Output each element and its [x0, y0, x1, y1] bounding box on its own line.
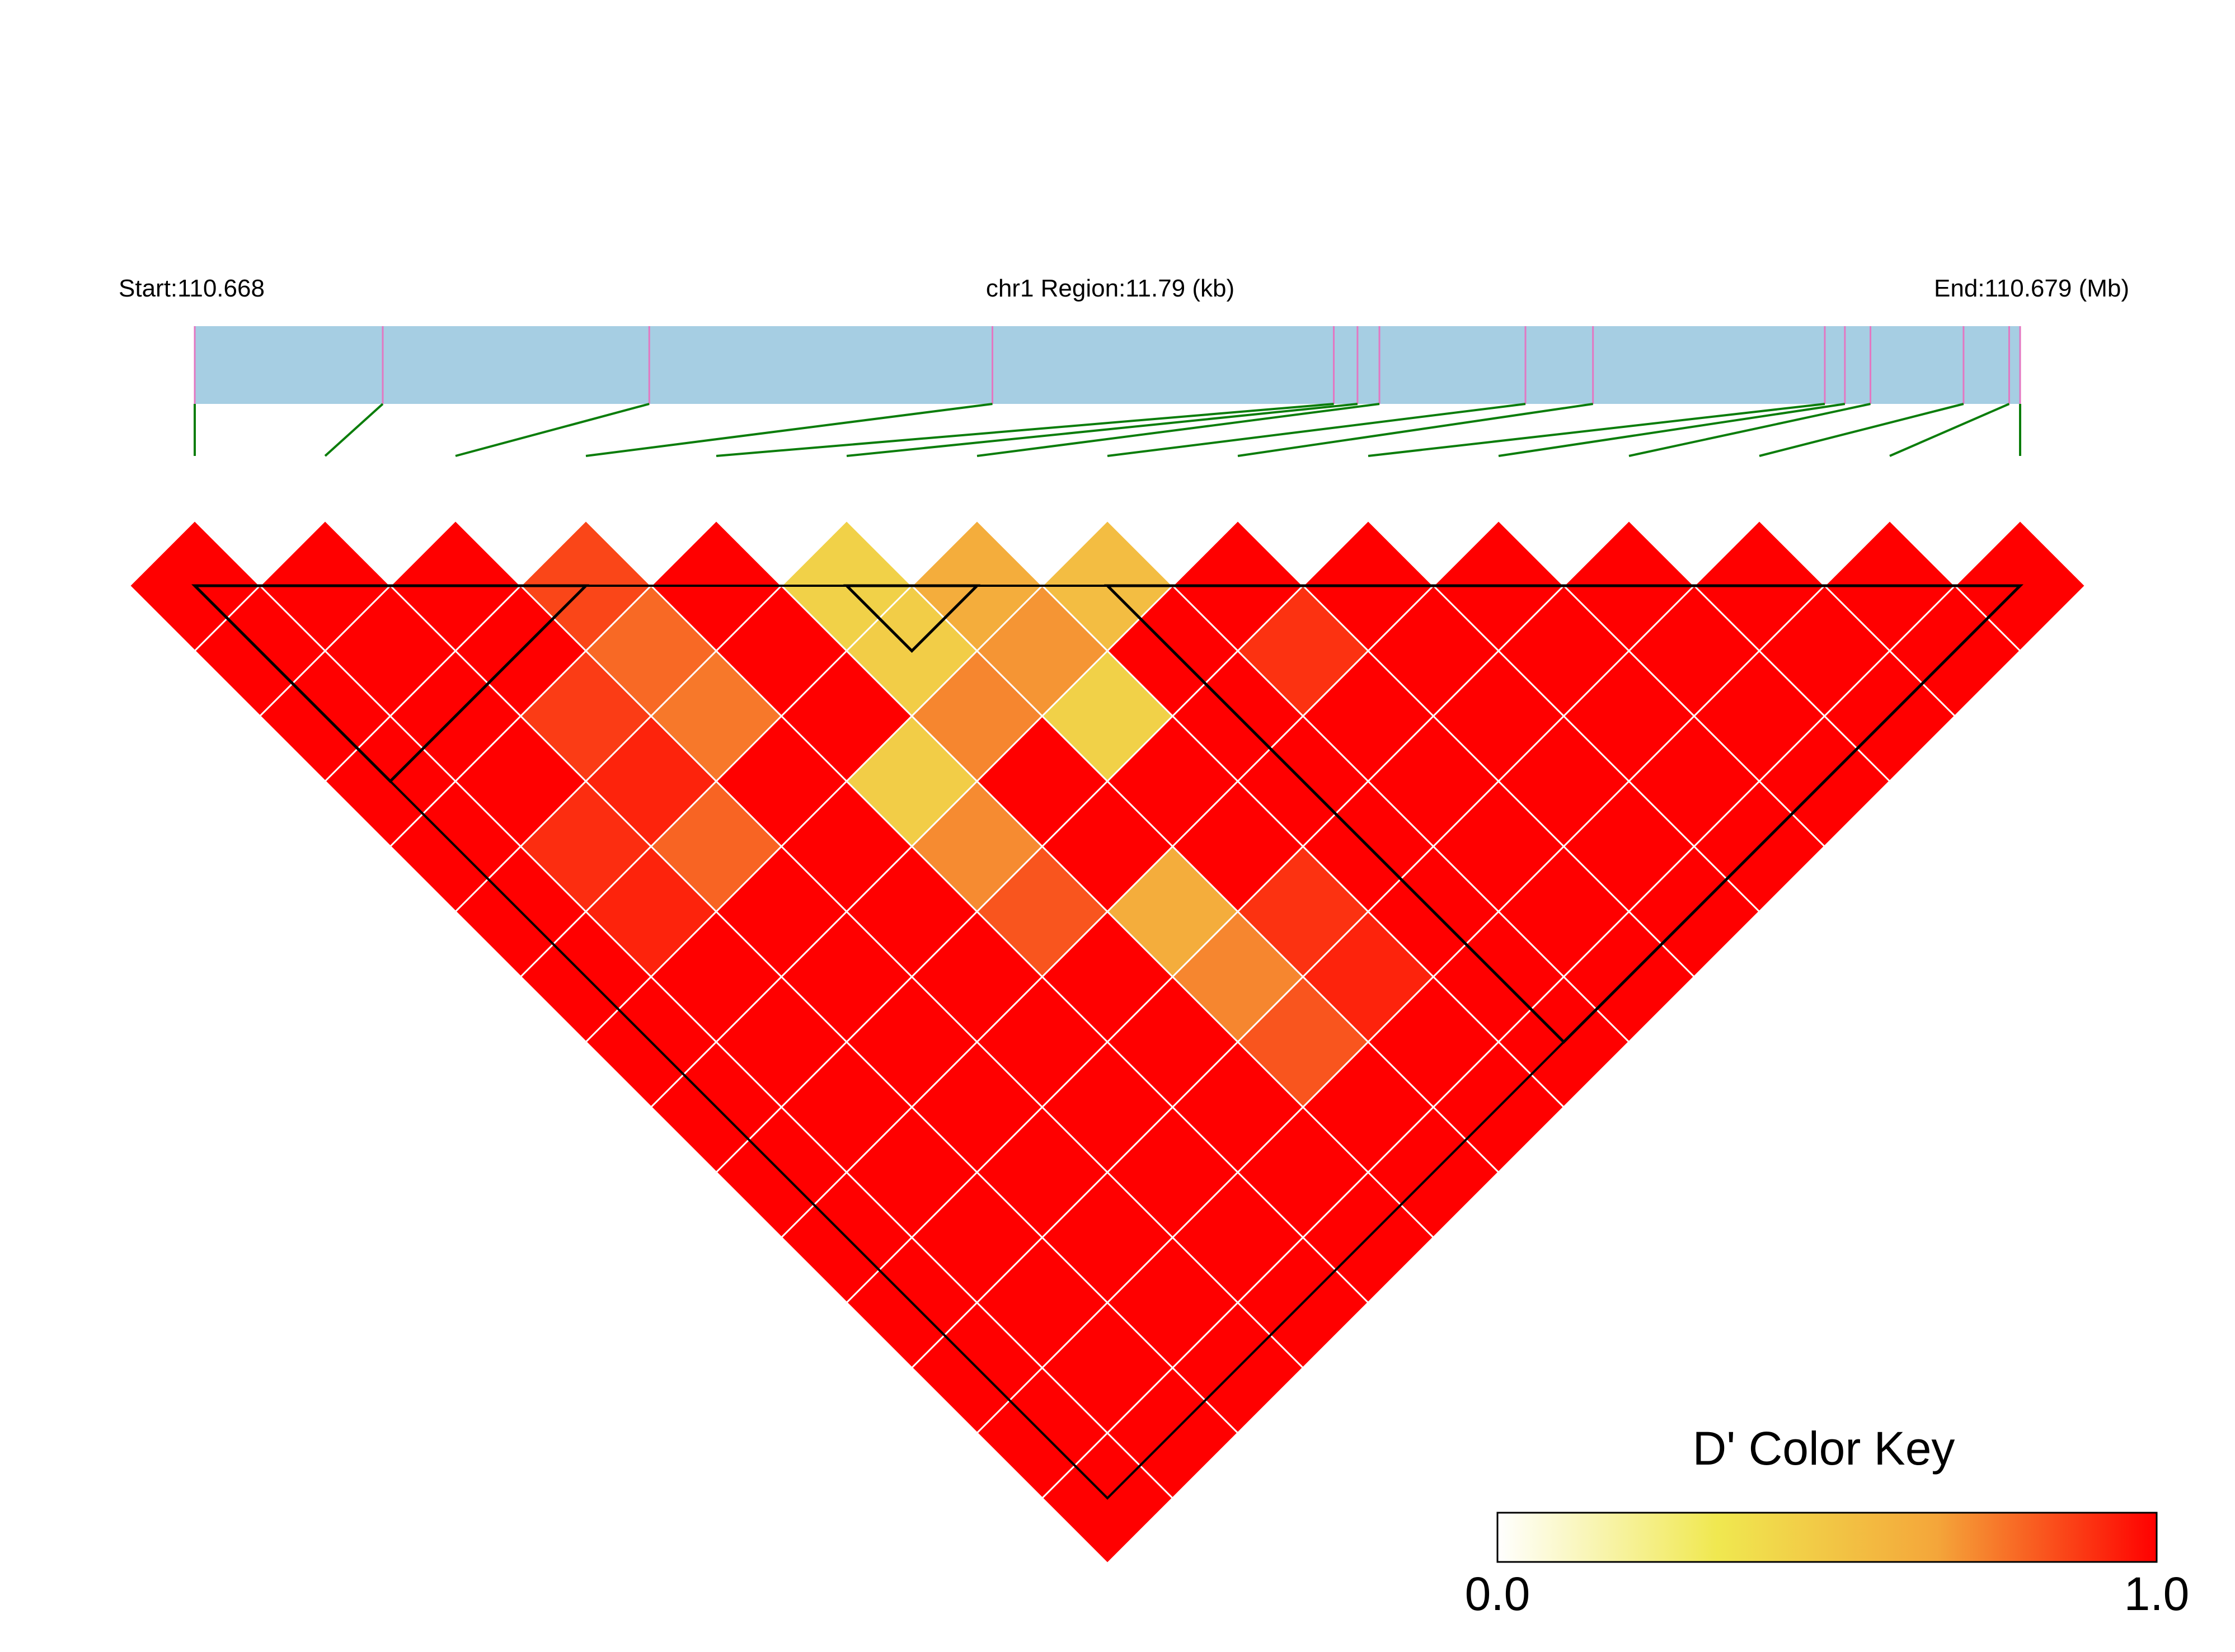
color-key: D' Color Key 0.0 1.0	[1465, 1422, 2190, 1620]
ld-cells	[128, 519, 2087, 1565]
region-header: Start:110.668 chr1 Region:11.79 (kb) End…	[119, 275, 2129, 302]
color-key-max-label: 1.0	[2124, 1568, 2190, 1620]
color-key-min-label: 0.0	[1465, 1568, 1530, 1620]
region-label: chr1 Region:11.79 (kb)	[986, 275, 1234, 302]
snp-connector	[585, 403, 993, 457]
end-label: End:110.679 (Mb)	[1934, 275, 2129, 302]
haplotype-blocks	[191, 584, 2024, 1500]
haplotype-block-outline	[843, 584, 981, 653]
haplotype-block-outline	[191, 584, 590, 784]
snp-connector	[716, 403, 1334, 457]
color-key-title: D' Color Key	[1693, 1422, 1955, 1475]
color-key-bar	[1496, 1512, 2158, 1563]
snp-connectors	[194, 403, 2021, 457]
snp-connector	[1889, 403, 2010, 457]
snp-connector	[1759, 403, 1964, 457]
snp-connector	[976, 403, 1380, 457]
haplotype-block-outline	[1104, 584, 2024, 1044]
snp-ticks	[194, 326, 2021, 404]
snp-connector	[1368, 403, 1825, 457]
snp-connector	[455, 403, 650, 457]
snp-connector	[846, 403, 1358, 457]
snp-connector	[324, 403, 384, 457]
snp-connector	[1107, 403, 1526, 457]
snp-connector	[1498, 403, 1846, 457]
start-label: Start:110.668	[119, 275, 265, 302]
region-bar	[195, 326, 2020, 404]
snp-connector	[1628, 403, 1871, 457]
snp-connector	[1237, 403, 1593, 457]
